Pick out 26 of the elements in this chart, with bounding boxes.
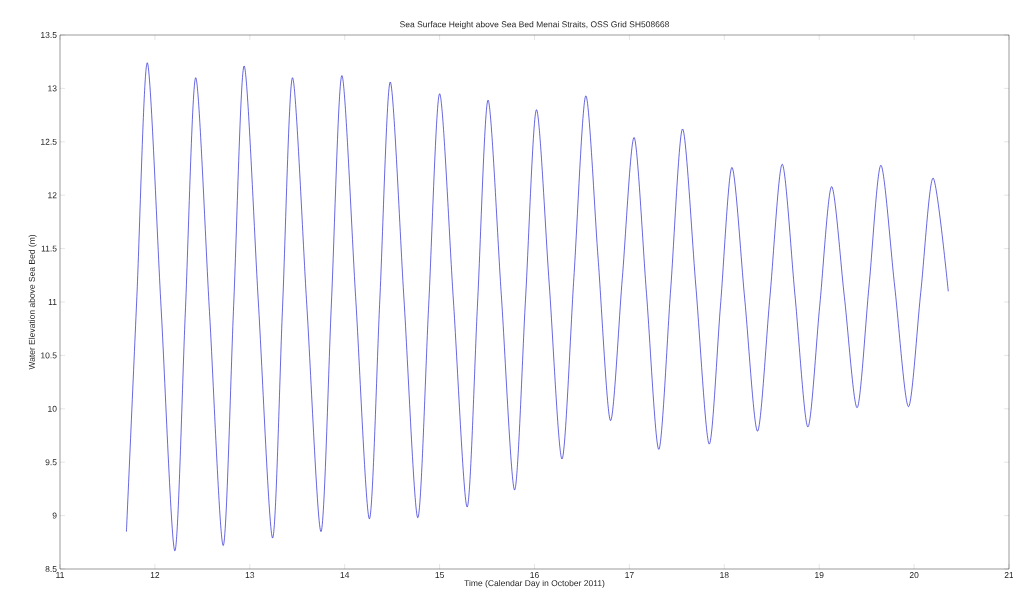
x-tick-label: 16 xyxy=(530,572,539,579)
x-tick-label: 11 xyxy=(56,572,64,578)
x-tick-label: 12 xyxy=(150,572,160,578)
x-tick-label: 15 xyxy=(435,572,444,578)
y-tick-label: 10.5 xyxy=(41,352,57,359)
y-axis-title: Water Elevation above Sea Bed (m) xyxy=(28,234,37,370)
x-tick-label: 14 xyxy=(340,572,350,578)
chart-title: Sea Surface Height above Sea Bed Menai Straits, OSS Grid SH508668 xyxy=(400,21,669,29)
x-tick-label: 13 xyxy=(245,572,255,579)
x-tick-label: 19 xyxy=(815,572,824,579)
y-tick-label: 10 xyxy=(48,405,57,412)
y-tick-label: 13 xyxy=(48,85,57,92)
x-tick-label: 18 xyxy=(720,572,729,579)
y-tick-label: 12.5 xyxy=(41,138,57,145)
x-tick-label: 20 xyxy=(909,572,919,579)
x-tick-label: 17 xyxy=(625,572,634,578)
y-tick-label: 9.5 xyxy=(45,459,57,466)
y-tick-label: 12 xyxy=(48,192,57,199)
y-tick-label: 13.5 xyxy=(41,31,57,38)
y-tick-label: 11 xyxy=(48,299,57,305)
x-tick-label: 21 xyxy=(1004,572,1013,578)
y-tick-label: 8.5 xyxy=(45,565,57,572)
line-series xyxy=(126,62,949,552)
y-tick-label: 11.5 xyxy=(41,245,57,252)
y-tick-label: 9 xyxy=(52,512,57,519)
x-axis-title: Time (Calendar Day in October 2011) xyxy=(464,579,605,588)
